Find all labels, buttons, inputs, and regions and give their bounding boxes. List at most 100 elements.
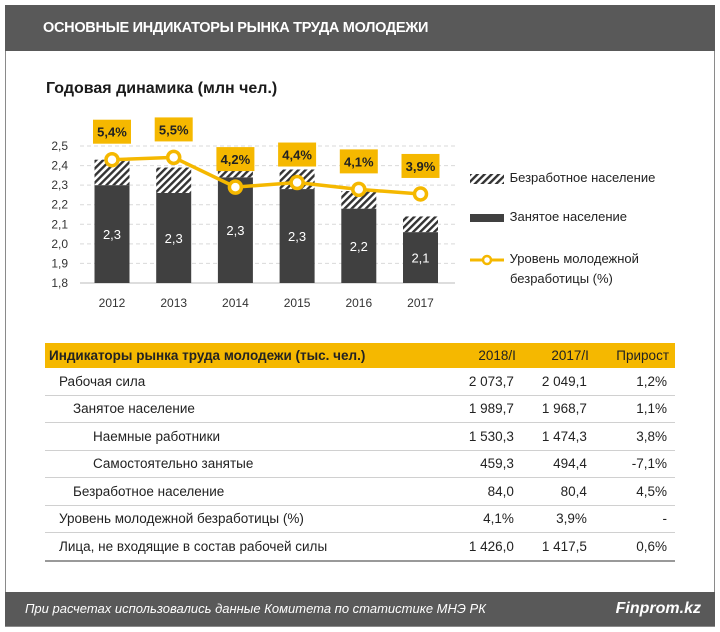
table-row: Рабочая сила 2 073,7 2 049,1 1,2% <box>45 368 675 396</box>
table-row: Наемные работники 1 530,3 1 474,3 3,8% <box>45 422 675 451</box>
bar-employed <box>156 192 192 283</box>
rate-marker <box>227 179 244 195</box>
legend-item-employed: Занятое население <box>470 209 627 224</box>
x-tick-label: 2016 <box>345 296 372 310</box>
header-title: ОСНОВНЫЕ ИНДИКАТОРЫ РЫНКА ТРУДА МОЛОДЕЖИ <box>5 5 715 51</box>
rate-marker <box>412 186 429 202</box>
value-2018: 1 530,3 <box>448 422 522 451</box>
value-growth: - <box>594 505 675 533</box>
chart-title: Годовая динамика (млн чел.) <box>46 80 278 97</box>
legend-label-cont: безработицы (%) <box>510 271 613 286</box>
rate-label-box <box>278 142 317 167</box>
rate-data-label: 5,4% <box>97 125 127 140</box>
rate-label-box <box>154 117 193 142</box>
bar-employed <box>403 232 438 283</box>
hatch-swatch-icon <box>470 173 504 184</box>
row-label: Лица, не входящие в состав рабочей силы <box>45 532 449 562</box>
value-2017: 80,4 <box>521 477 595 506</box>
value-2017: 1 474,3 <box>521 422 595 451</box>
x-tick-label: 2015 <box>284 296 311 310</box>
legend-item-rate: Уровень молодежной безработицы (%) <box>470 249 639 289</box>
y-tick-label: 2,0 <box>51 237 68 251</box>
rate-data-label: 5,5% <box>159 122 189 137</box>
value-2017: 1 417,5 <box>521 532 595 562</box>
table-row: Занятое население 1 989,7 1 968,7 1,1% <box>45 395 675 423</box>
value-growth: 0,6% <box>594 532 675 562</box>
table-row: Уровень молодежной безработицы (%) 4,1% 3,… <box>45 505 675 533</box>
legend-label: Занятое население <box>509 209 627 224</box>
row-label: Уровень молодежной безработицы (%) <box>45 505 449 533</box>
rate-label-box <box>339 149 378 174</box>
table-row: Лица, не входящие в состав рабочей силы 1… <box>45 532 675 562</box>
row-label: Занятое население <box>45 395 449 423</box>
bar-data-label: 2,3 <box>165 231 183 246</box>
value-2018: 1 989,7 <box>448 395 522 423</box>
solid-swatch-icon <box>470 213 504 222</box>
source-note: При расчетах использовались данные Комит… <box>25 601 486 616</box>
row-label: Самостоятельно занятые <box>45 450 449 478</box>
value-2018: 1 426,0 <box>448 532 522 562</box>
rate-data-label: 4,4% <box>282 148 312 163</box>
x-tick-label: 2013 <box>160 296 187 310</box>
rate-marker <box>165 149 182 166</box>
value-growth: 3,8% <box>594 422 675 451</box>
bar-unemployed <box>403 216 438 233</box>
footer: При расчетах использовались данные Комит… <box>5 592 715 626</box>
bar-data-label: 2,3 <box>103 227 121 242</box>
y-tick-label: 1,9 <box>51 256 68 270</box>
y-tick-label: 2,3 <box>51 178 68 192</box>
value-2017: 494,4 <box>521 450 595 478</box>
value-2018: 2 073,7 <box>448 368 522 396</box>
rate-label-box <box>401 153 440 178</box>
x-tick-label: 2017 <box>407 296 434 310</box>
bar-employed <box>279 189 315 283</box>
value-2018: 4,1% <box>448 505 522 533</box>
rate-marker <box>351 181 367 198</box>
rate-line <box>111 155 421 196</box>
value-2018: 84,0 <box>448 477 522 506</box>
bar-employed <box>217 177 253 283</box>
legend-item-unemployed: Безработное население <box>470 170 655 185</box>
col-header-indicator: Индикаторы рынка труда молодежи (тыс. че… <box>45 343 449 368</box>
col-header-growth: Прирост <box>594 343 675 368</box>
bar-unemployed <box>156 167 192 193</box>
bar-data-label: 2,3 <box>288 229 306 244</box>
rate-data-label: 4,2% <box>221 152 251 167</box>
y-tick-label: 2,1 <box>51 217 68 231</box>
brand-logo: Finprom.kz <box>615 600 701 617</box>
value-growth: 1,2% <box>594 368 675 396</box>
row-label: Наемные работники <box>45 422 449 451</box>
stacked-bar-line-chart: 1,8 1,9 2,0 2,1 2,2 2,3 2,4 2,5 2,3 2012 2,3 2013 2,… <box>51 117 455 310</box>
y-tick-label: 2,4 <box>51 159 68 173</box>
row-label: Рабочая сила <box>45 368 449 396</box>
bar-data-label: 2,1 <box>411 251 429 266</box>
rate-data-label: 4,1% <box>344 154 374 169</box>
row-label: Безработное население <box>45 477 449 506</box>
legend-label: Уровень молодежной <box>509 251 639 266</box>
value-growth: 4,5% <box>594 477 675 506</box>
bar-unemployed <box>341 191 377 209</box>
rate-label-box <box>216 147 255 172</box>
rate-marker <box>289 174 305 191</box>
value-2017: 1 968,7 <box>521 395 595 423</box>
col-header-2018: 2018/I <box>448 343 522 368</box>
y-tick-label: 1,8 <box>51 276 68 290</box>
indicators-table: Индикаторы рынка труда молодежи (тыс. че… <box>45 343 675 562</box>
x-tick-label: 2012 <box>99 296 126 310</box>
value-2017: 3,9% <box>521 505 595 533</box>
y-tick-label: 2,5 <box>51 139 68 153</box>
legend-label: Безработное население <box>509 170 656 185</box>
rate-marker <box>104 151 120 168</box>
table-row: Безработное население 84,0 80,4 4,5% <box>45 477 675 506</box>
bar-data-label: 2,2 <box>350 239 368 254</box>
bar-data-label: 2,3 <box>226 223 244 238</box>
x-tick-label: 2014 <box>222 296 249 310</box>
table-row: Самостоятельно занятые 459,3 494,4 -7,1% <box>45 450 675 478</box>
rate-data-label: 3,9% <box>406 159 436 174</box>
col-header-2017: 2017/I <box>521 343 595 368</box>
line-marker-swatch-icon <box>470 254 504 265</box>
y-tick-label: 2,2 <box>51 198 68 212</box>
value-2018: 459,3 <box>448 450 522 478</box>
value-growth: -7,1% <box>594 450 675 478</box>
bar-employed <box>94 185 130 283</box>
